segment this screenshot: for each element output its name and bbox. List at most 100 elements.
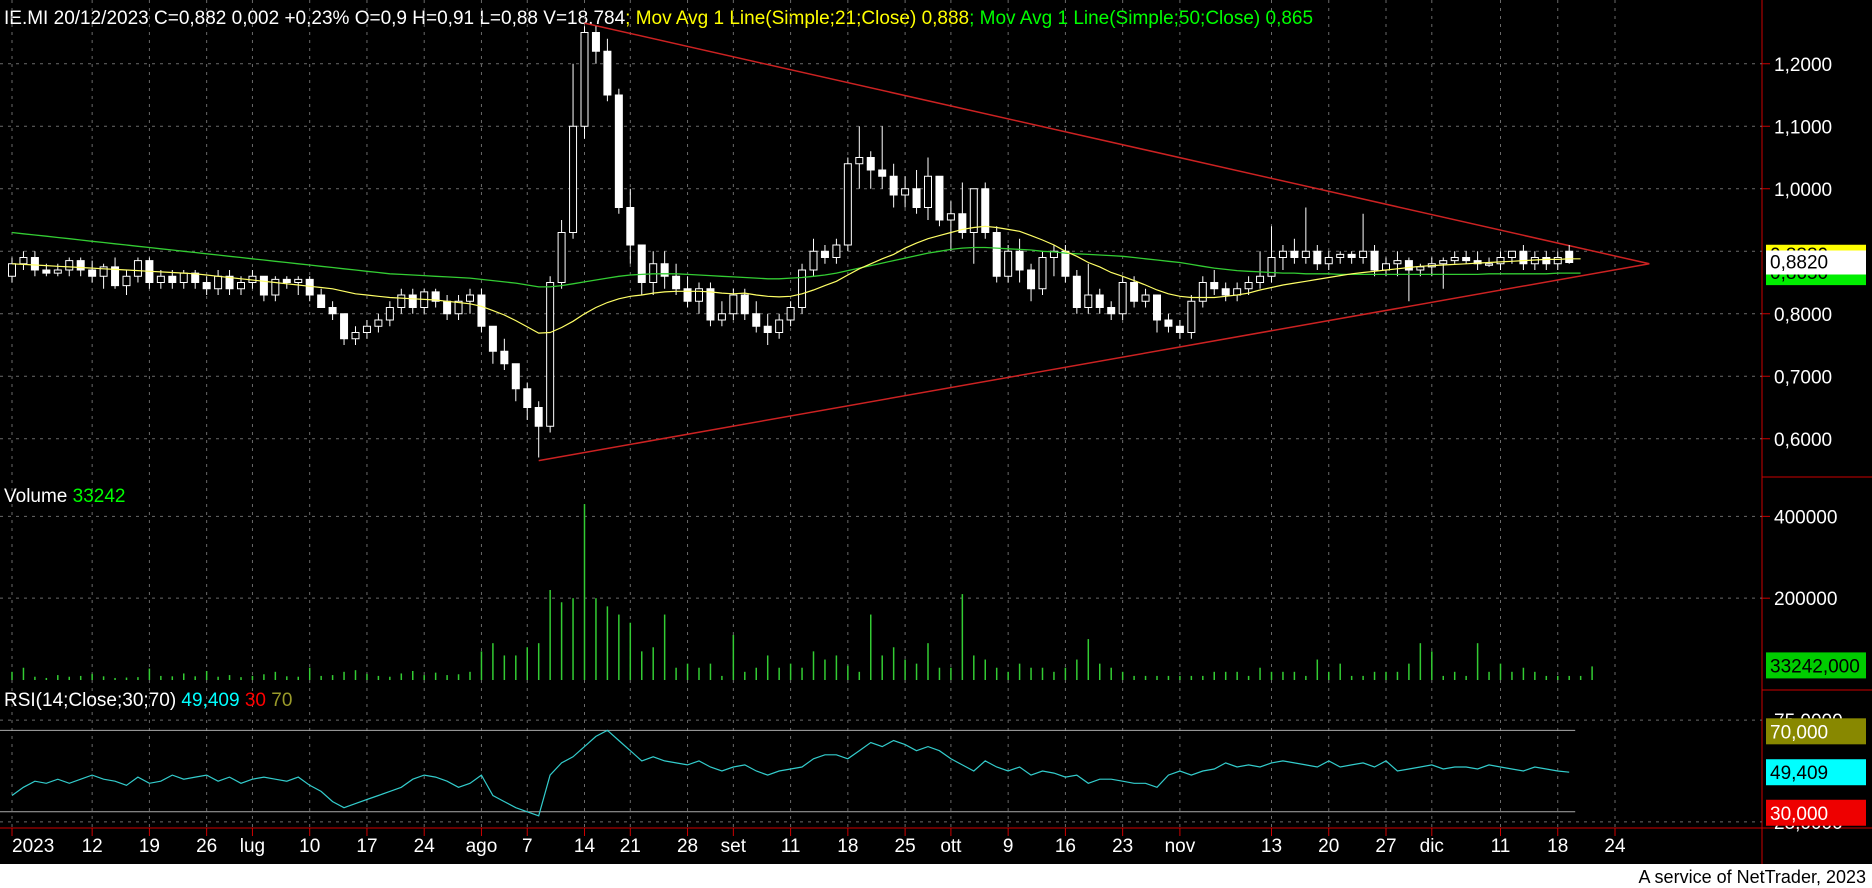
candle-body — [798, 269, 807, 308]
candle-body — [534, 407, 543, 427]
candle — [1153, 294, 1161, 333]
volume-tick-label: 400000 — [1774, 507, 1837, 528]
candle-body — [832, 244, 841, 258]
price-axis: 0,6000 0,7000 0,8000 1,0000 1,1000 1,2000 — [1762, 55, 1832, 451]
date-tick-label: 17 — [356, 836, 377, 857]
candle — [946, 201, 955, 252]
ma21-line — [11, 225, 1581, 334]
candle-body — [1061, 250, 1070, 277]
candle-body — [740, 294, 749, 315]
candle-body — [637, 244, 646, 283]
candle — [775, 313, 784, 339]
candle-body — [1221, 288, 1230, 296]
rsi-value-tag-bg — [1766, 759, 1866, 786]
candle-body — [1256, 275, 1265, 283]
date-tick-label: 20 — [1318, 836, 1339, 857]
candle-body — [317, 294, 326, 308]
candle-body — [752, 313, 761, 327]
date-tick-label: lug — [240, 836, 265, 857]
candle — [935, 175, 944, 227]
candle — [981, 182, 990, 239]
candle-body — [603, 50, 612, 96]
date-tick-label: 24 — [414, 836, 436, 857]
candle-body — [1198, 282, 1207, 302]
candle — [19, 251, 28, 270]
candle — [362, 320, 371, 339]
candle-body — [1370, 250, 1379, 271]
date-tick-label: nov — [1165, 836, 1196, 857]
candle — [1198, 276, 1207, 308]
candle-body — [672, 275, 681, 290]
candle-body — [1359, 250, 1368, 258]
candle-body — [191, 272, 200, 283]
footer-credit: A service of NetTrader, 2023 — [1638, 867, 1866, 887]
candle — [820, 245, 829, 264]
candle — [259, 275, 268, 302]
candle-body — [328, 307, 337, 315]
candle — [591, 26, 600, 64]
candle-body — [1336, 253, 1345, 258]
price-tick-label: 0,7000 — [1774, 367, 1832, 388]
trendline-lower — [538, 263, 1650, 462]
candle-body — [1393, 260, 1402, 265]
candle — [385, 301, 394, 327]
candle-body — [214, 275, 223, 290]
candle — [1496, 251, 1505, 270]
date-tick-label: ott — [940, 836, 962, 857]
candle-body — [695, 288, 703, 302]
last-price-tag: 0,8820 — [1770, 253, 1828, 274]
candle — [580, 26, 589, 139]
candle-body — [1519, 250, 1528, 265]
candle-body — [477, 294, 486, 327]
date-tick-label: 16 — [1055, 836, 1076, 857]
volume-tick-label: 200000 — [1774, 589, 1837, 610]
candle-body — [1313, 250, 1322, 265]
candle — [88, 260, 97, 283]
candle-body — [1141, 294, 1150, 302]
price-legend: IE.MI 20/12/2023 C=0,882 0,002 +0,23% O=… — [4, 8, 1313, 29]
candle — [763, 313, 772, 345]
candle — [614, 88, 623, 214]
candle — [1301, 207, 1310, 264]
candle — [1462, 251, 1471, 264]
candle-body — [946, 213, 955, 221]
candle-body — [1187, 300, 1196, 333]
candle-body — [511, 363, 520, 390]
candle — [408, 288, 417, 314]
candle — [786, 301, 795, 327]
candle-body — [786, 307, 795, 321]
candle — [798, 263, 807, 314]
candle — [122, 270, 131, 295]
candle — [431, 288, 440, 308]
candle — [168, 270, 177, 289]
candle — [1141, 288, 1150, 308]
candle-body — [591, 32, 600, 52]
rsi-lower-tag: 30,000 — [1770, 804, 1828, 825]
candle-body — [271, 278, 280, 296]
candle-body — [1210, 282, 1219, 290]
candle-body — [1324, 257, 1333, 265]
date-tick-label: 27 — [1375, 836, 1396, 857]
moving-averages — [11, 225, 1581, 334]
candle — [695, 282, 703, 314]
value-tags: 0,88800,86500,882033242,00070,00049,4093… — [1766, 244, 1866, 826]
candle-body — [259, 275, 268, 296]
candle — [832, 238, 841, 264]
date-tick-label: 13 — [1261, 836, 1282, 857]
candle-body — [992, 232, 1001, 277]
candle-body — [1027, 269, 1036, 290]
chart-background — [0, 0, 1872, 864]
candle-body — [1153, 294, 1161, 321]
date-tick-label: dic — [1420, 836, 1444, 857]
candle — [637, 244, 646, 295]
candle-body — [1118, 282, 1127, 315]
candle-body — [889, 175, 898, 196]
candle — [1336, 251, 1345, 264]
candle — [752, 301, 761, 333]
candle-body — [809, 250, 818, 271]
candle — [626, 188, 635, 264]
candle-body — [8, 263, 16, 277]
candle — [866, 151, 875, 189]
rsi-line — [11, 729, 1570, 817]
candle-body — [1244, 282, 1253, 290]
